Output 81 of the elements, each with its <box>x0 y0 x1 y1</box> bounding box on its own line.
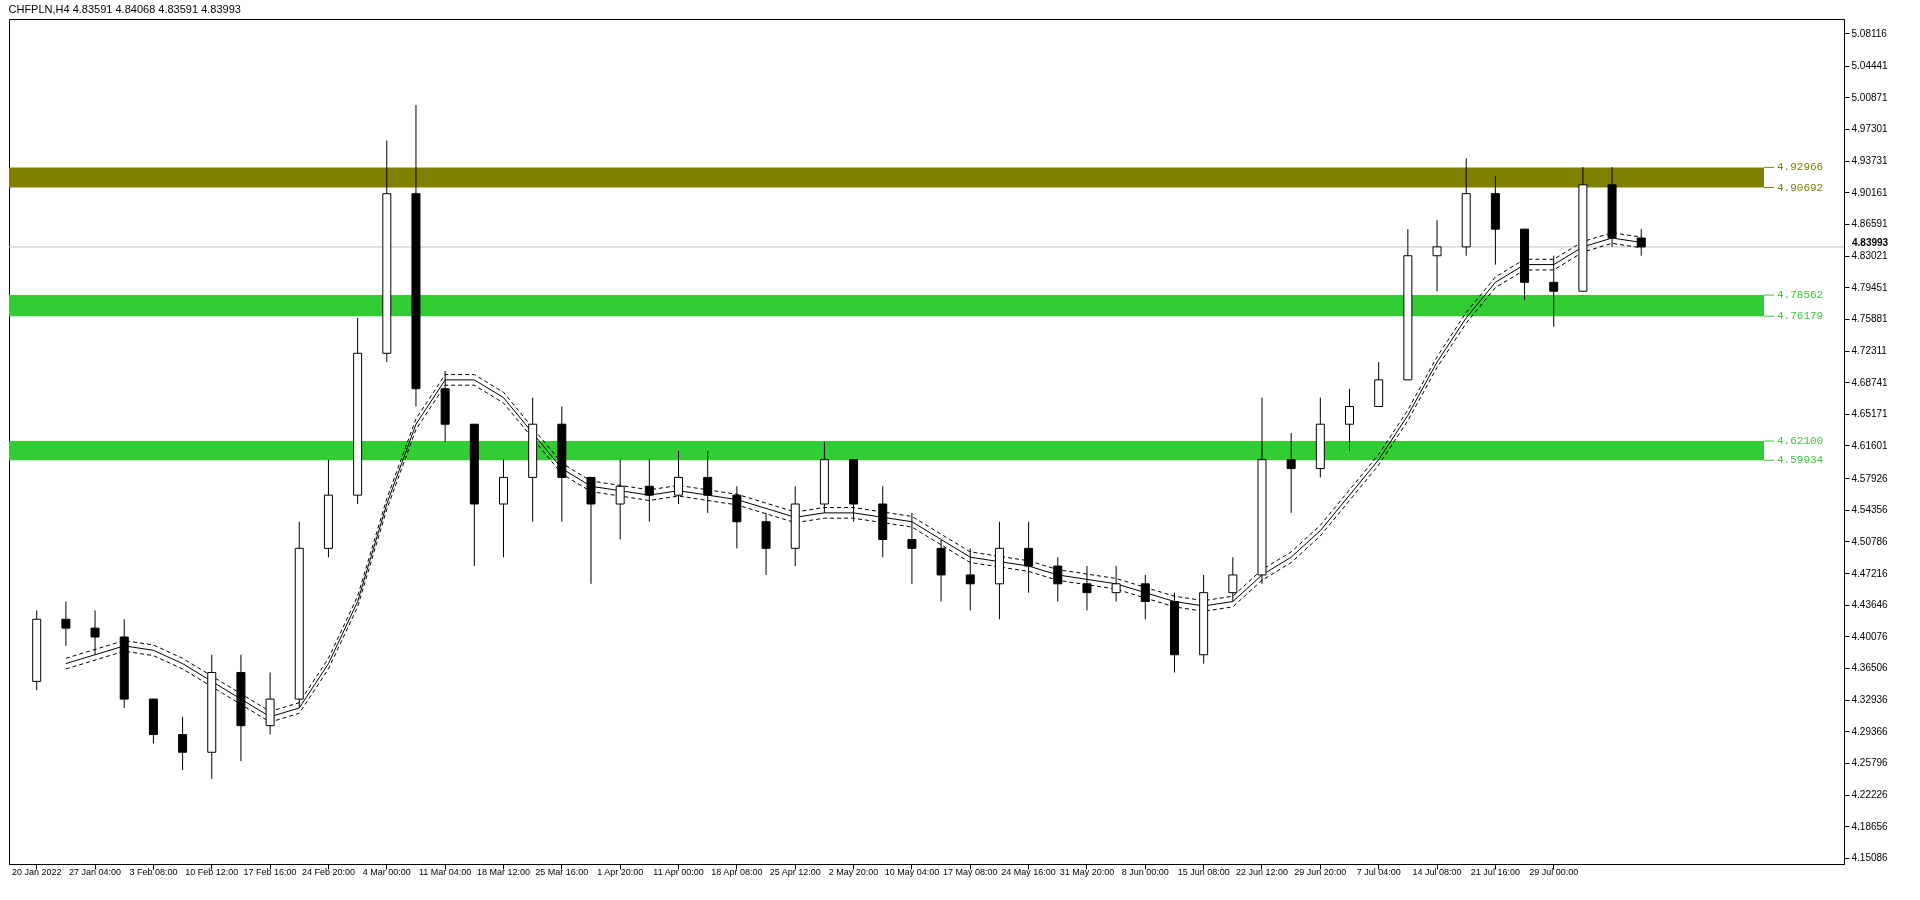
x-tick-label: 3 Feb 08:00 <box>129 866 178 877</box>
x-tick-label: 20 Jan 2022 <box>11 866 62 877</box>
candlestick <box>615 459 625 540</box>
x-tick-label: 10 Feb 12:00 <box>185 866 239 877</box>
y-tick-label: 4.65171 <box>1851 408 1889 420</box>
y-tick-label: 4.25796 <box>1851 757 1889 769</box>
y-tick-label: 4.75881 <box>1851 313 1889 325</box>
y-tick-label: 5.00871 <box>1851 91 1889 103</box>
y-tick-label: 4.18656 <box>1851 820 1889 832</box>
y-tick-label: 4.97301 <box>1851 123 1889 135</box>
candlestick <box>1082 565 1092 611</box>
ref-line-label: 4.78562 <box>1777 289 1824 302</box>
candlestick <box>703 450 713 514</box>
y-tick-label: 4.83021 <box>1851 250 1889 262</box>
ref-line-label: 4.76179 <box>1777 310 1824 323</box>
y-tick-label: 4.47216 <box>1851 567 1889 579</box>
y-tick-label: 4.61601 <box>1851 439 1889 451</box>
x-tick-label: 17 Feb 16:00 <box>243 866 297 877</box>
x-tick-label: 21 Jul 16:00 <box>1470 866 1520 877</box>
candlestick <box>674 450 684 505</box>
y-tick-label: 4.32936 <box>1851 694 1889 706</box>
candlestick <box>1432 219 1442 292</box>
y-tick-label: 4.86591 <box>1851 218 1889 230</box>
y-tick-label: 4.79451 <box>1851 281 1889 293</box>
y-tick-label: 4.93731 <box>1851 155 1889 167</box>
x-tick-label: 22 Jun 12:00 <box>1235 866 1289 877</box>
candlestick <box>1024 521 1034 594</box>
candlestick <box>61 601 71 647</box>
x-tick-label: 25 Apr 12:00 <box>769 866 821 877</box>
candlestick <box>1053 556 1063 603</box>
candlestick <box>1228 556 1238 603</box>
x-tick-label: 29 Jul 00:00 <box>1529 866 1579 877</box>
y-tick-label: 4.29366 <box>1851 725 1889 737</box>
x-tick-label: 25 Mar 16:00 <box>535 866 589 877</box>
candlestick <box>907 512 917 585</box>
candlestick <box>1549 255 1559 328</box>
x-tick-label: 18 Mar 12:00 <box>476 866 531 877</box>
candlestick <box>1345 388 1355 452</box>
ref-line-label: 4.62100 <box>1777 435 1824 448</box>
x-tick-label: 11 Mar 04:00 <box>418 866 472 877</box>
x-tick-label: 24 Feb 20:00 <box>301 866 355 877</box>
x-tick-label: 10 May 04:00 <box>884 866 940 877</box>
y-tick-label: 4.90161 <box>1851 186 1889 198</box>
y-tick-label: 4.43646 <box>1851 599 1889 611</box>
y-tick-label: 4.36506 <box>1851 662 1889 674</box>
x-tick-label: 29 Jun 20:00 <box>1294 866 1347 877</box>
y-tick-label: 4.40076 <box>1851 630 1889 642</box>
x-tick-label: 27 Jan 04:00 <box>69 866 122 877</box>
x-tick-label: 15 Jun 08:00 <box>1177 866 1230 877</box>
x-tick-label: 17 May 08:00 <box>942 866 998 877</box>
y-tick-label: 4.54356 <box>1851 504 1889 516</box>
x-tick-label: 7 Jul 04:00 <box>1356 866 1401 877</box>
candlestick <box>644 459 654 523</box>
ref-line-label: 4.83993 <box>1852 236 1889 248</box>
x-tick-label: 24 May 16:00 <box>1001 866 1056 877</box>
candlestick <box>178 716 188 771</box>
x-tick-label: 31 May 20:00 <box>1059 866 1115 877</box>
candlestick <box>1111 565 1121 603</box>
ref-line-label: 4.92966 <box>1777 161 1824 174</box>
y-tick-label: 5.04441 <box>1851 60 1889 72</box>
x-tick-label: 8 Jun 00:00 <box>1121 866 1169 877</box>
y-tick-label: 4.68741 <box>1851 376 1889 388</box>
x-tick-label: 4 Mar 00:00 <box>362 866 411 877</box>
candlestick <box>965 547 975 611</box>
y-tick-label: 4.72311 <box>1851 345 1888 357</box>
ref-line-label: 4.59934 <box>1777 454 1824 467</box>
x-tick-label: 14 Jul 08:00 <box>1412 866 1462 877</box>
x-tick-label: 1 Apr 20:00 <box>597 866 644 877</box>
candlestick <box>90 609 100 656</box>
ref-line-label: 4.90692 <box>1777 181 1824 194</box>
chart-title: CHFPLN,H4 4.83591 4.84068 4.83591 4.83993 <box>8 3 241 15</box>
candlestick <box>1140 574 1150 620</box>
x-tick-label: 11 Apr 00:00 <box>653 866 704 877</box>
x-tick-label: 2 May 20:00 <box>828 866 879 877</box>
y-tick-label: 4.57926 <box>1851 472 1889 484</box>
x-tick-label: 18 Apr 08:00 <box>711 866 763 877</box>
candlestick <box>1286 432 1296 514</box>
y-tick-label: 5.08116 <box>1851 27 1888 39</box>
y-tick-label: 4.22226 <box>1851 789 1889 801</box>
y-tick-label: 4.15086 <box>1851 852 1889 864</box>
y-tick-label: 4.50786 <box>1851 535 1889 547</box>
